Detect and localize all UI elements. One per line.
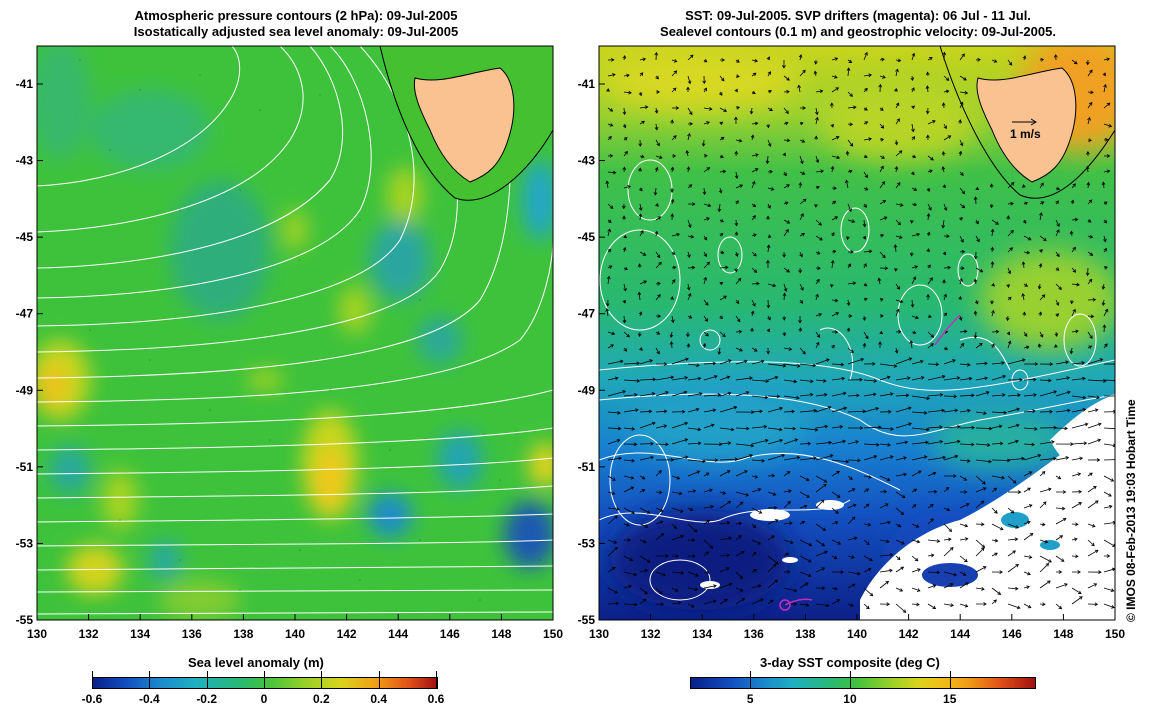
right-lat-tick-label: -53 [578,536,596,550]
right-colorbar-title: 3-day SST composite (deg C) [760,655,940,670]
geostrophic-velocity-arrows [605,51,1115,613]
left-lon-tick-label: 132 [79,627,99,641]
sst-velocity-map[interactable]: 1 m/s 130 132 134 136 138 140 142 144 146 148 150 -… [560,0,1150,650]
sla-anomaly-blobs [37,46,553,620]
left-title-line1: Atmospheric pressure contours (2 hPa): 0… [134,8,458,23]
right-lon-tick-label: 138 [795,627,815,641]
left-title-line2: Isostatically adjusted sea level anomaly… [133,24,459,39]
right-lat-tick-label: -45 [578,230,596,244]
right-lat-tick-label: -41 [578,77,596,91]
right-lon-tick-label: 136 [744,627,764,641]
cloud-gaps [700,390,1115,620]
left-lat-tick-label: -51 [16,460,34,474]
right-lat-tick-label: -47 [578,307,596,321]
right-lon-tick-label: 134 [692,627,712,641]
right-lon-tick-label: 132 [641,627,661,641]
left-lat-tick-label: -53 [16,536,34,550]
drifter-tracks [779,314,961,611]
colorbar-tick-label: -0.4 [138,692,160,706]
right-lat-tick-label: -55 [578,613,596,627]
right-title-line1: SST: 09-Jul-2005. SVP drifters (magenta)… [685,8,1031,23]
colorbar-tick [949,671,951,689]
colorbar-tick [264,671,265,689]
left-lon-tick-label: 136 [182,627,202,641]
left-lon-tick-label: 134 [130,627,150,641]
imos-credit: © IMOS 08-Feb-2013 19:03 Hobart Time [1124,399,1138,622]
left-lat-tick-label: -41 [16,77,34,91]
left-lon-tick-label: 130 [27,627,47,641]
colorbar-tick [378,671,380,689]
sla-data-dots [79,59,541,601]
left-panel-title: Atmospheric pressure contours (2 hPa): 0… [36,8,556,40]
right-lon-tick-label: 144 [950,627,970,641]
right-lat-tick-label: -43 [578,154,596,168]
colorbar-tick-label: -0.2 [196,692,217,706]
sealevel-contours [599,159,1115,601]
colorbar-tick-label: 0.2 [312,692,330,706]
left-lon-tick-label: 140 [285,627,305,641]
sst-after-cloud [922,512,1060,587]
left-axes: 130 132 134 136 138 140 142 144 146 148 150 -41 -43 -… [16,77,564,641]
colorbar-tick [206,671,208,689]
left-lat-tick-label: -43 [16,154,34,168]
right-title-line2: Sealevel contours (0.1 m) and geostrophi… [660,24,1056,39]
colorbar-tick [750,671,752,689]
left-lon-tick-label: 148 [491,627,511,641]
left-lat-tick-label: -49 [16,383,34,397]
left-colorbar-title: Sea level anomaly (m) [188,655,324,670]
right-panel-title: SST: 09-Jul-2005. SVP drifters (magenta)… [598,8,1118,40]
right-lat-tick-label: -51 [578,460,596,474]
velocity-scale-label: 1 m/s [1010,127,1041,141]
sea-level-anomaly-map[interactable]: 130 132 134 136 138 140 142 144 146 148 150 -41 -43 -… [0,0,575,650]
right-lon-tick-label: 130 [589,627,609,641]
colorbar-tick-label: 0.6 [427,692,445,706]
left-lon-tick-label: 150 [543,627,563,641]
left-lon-tick-label: 146 [440,627,460,641]
left-lat-tick-label: -47 [16,307,34,321]
colorbar-tick [92,671,93,689]
sla-colorbar [92,677,438,689]
left-lon-tick-label: 144 [388,627,408,641]
colorbar-tick-label: 0 [260,692,268,706]
colorbar-tick-label: 5 [746,692,754,706]
sst-colorbar [690,677,1036,689]
right-lon-tick-label: 142 [899,627,919,641]
colorbar-tick-label: 15 [943,692,957,706]
left-lat-tick-label: -55 [16,613,34,627]
right-lon-tick-label: 146 [1002,627,1022,641]
right-axes: 130 132 134 136 138 140 142 144 146 148 150 -41 -43 -… [578,77,1126,641]
left-lon-tick-label: 138 [233,627,253,641]
left-lat-tick-label: -45 [16,230,34,244]
right-lon-tick-label: 150 [1105,627,1125,641]
colorbar-tick [321,671,323,689]
colorbar-tick-label: 10 [843,692,857,706]
tasmania-land [379,46,553,201]
right-lon-tick-label: 140 [847,627,867,641]
colorbar-tick [149,671,151,689]
velocity-scale-key: 1 m/s [1010,118,1041,141]
right-lon-tick-label: 148 [1053,627,1073,641]
colorbar-tick [436,671,437,689]
colorbar-tick-label: -0.6 [81,692,103,706]
left-lon-tick-label: 142 [337,627,357,641]
colorbar-tick-label: 0.4 [370,692,387,706]
right-lat-tick-label: -49 [578,383,596,397]
colorbar-tick [849,671,851,689]
